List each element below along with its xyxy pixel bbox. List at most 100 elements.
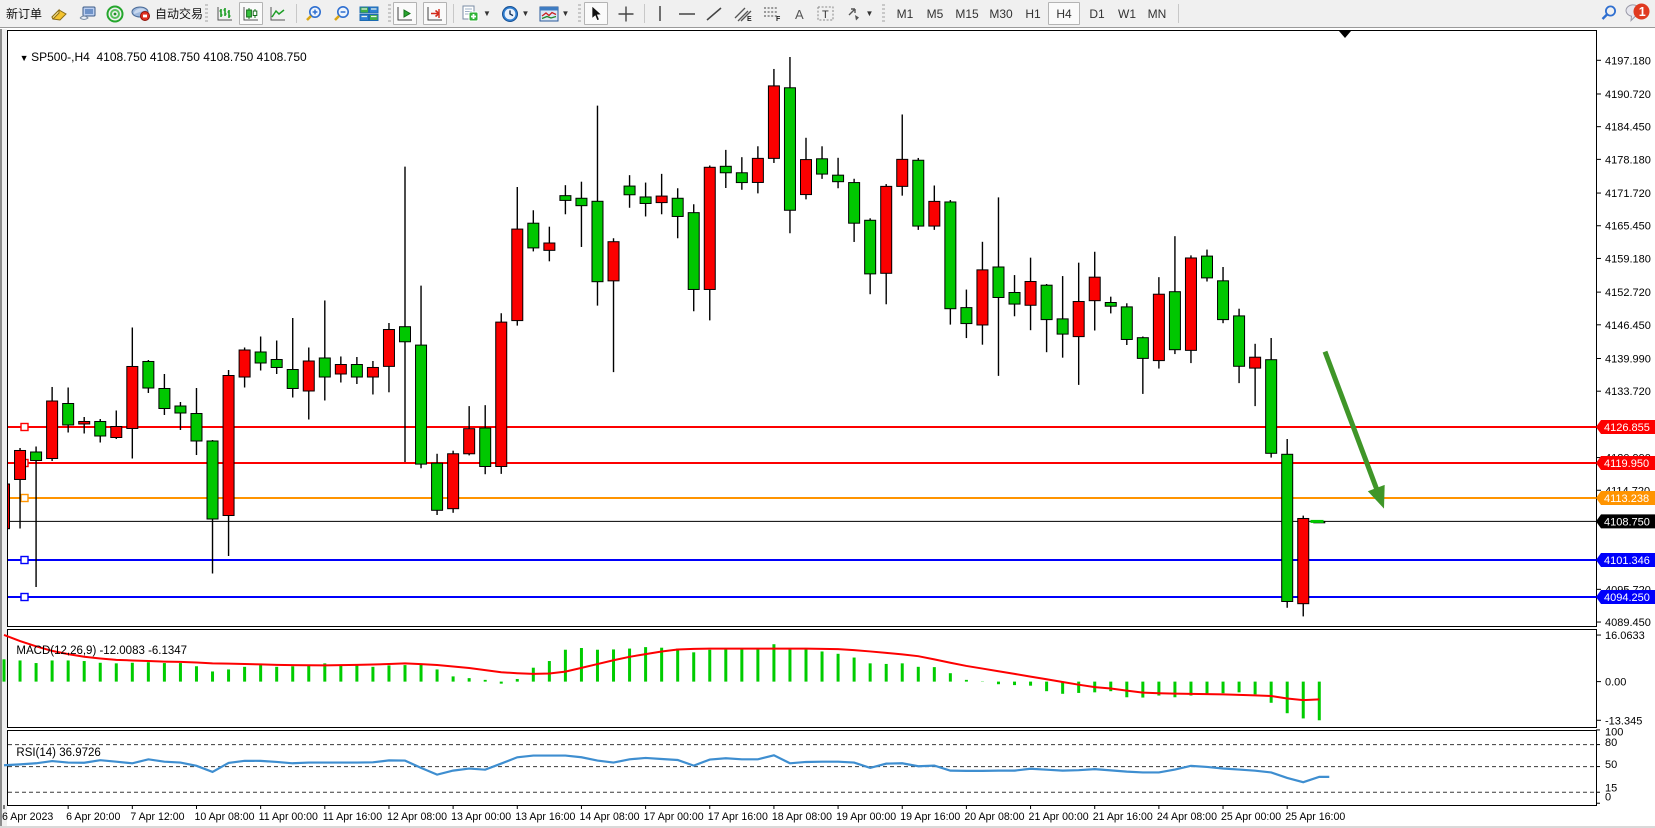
- candle-50[interactable]: [800, 137, 812, 200]
- notifications-button[interactable]: 1: [1622, 2, 1652, 25]
- candle-31[interactable]: [495, 313, 508, 474]
- trend-arrow-line[interactable]: [1322, 350, 1382, 497]
- candle-22[interactable]: [350, 356, 363, 385]
- candle-74[interactable]: [1184, 255, 1197, 364]
- candle-24[interactable]: [382, 322, 395, 393]
- candle-36[interactable]: [575, 181, 588, 247]
- horizontal-line-button[interactable]: [675, 2, 699, 25]
- candle-47[interactable]: [751, 146, 764, 194]
- tf-d1-button[interactable]: D1: [1082, 2, 1112, 25]
- candle-11[interactable]: [174, 401, 187, 430]
- new-order-button[interactable]: 新订单: [3, 2, 45, 25]
- level-anchor-4094.250[interactable]: [20, 592, 29, 602]
- candle-29[interactable]: [463, 406, 476, 456]
- candle-34[interactable]: [543, 226, 556, 262]
- candle-3[interactable]: [46, 386, 59, 462]
- tf-m30-button[interactable]: M30: [984, 2, 1018, 25]
- trend-arrow-head[interactable]: [1367, 484, 1385, 509]
- candle-23[interactable]: [366, 361, 379, 395]
- tf-h4-button[interactable]: H4: [1048, 2, 1080, 25]
- candle-60[interactable]: [960, 289, 973, 339]
- candle-68[interactable]: [1088, 251, 1101, 331]
- data-window-icon[interactable]: [76, 2, 98, 25]
- candle-81[interactable]: [1297, 515, 1310, 617]
- candle-1[interactable]: [14, 447, 27, 529]
- search-button[interactable]: [1596, 2, 1620, 25]
- candle-78[interactable]: [1249, 343, 1262, 407]
- indicators-button[interactable]: ▼: [458, 2, 494, 25]
- candle-53[interactable]: [848, 178, 861, 242]
- candle-70[interactable]: [1120, 303, 1133, 345]
- candle-2[interactable]: [30, 446, 43, 587]
- candle-10[interactable]: [158, 373, 171, 415]
- candle-40[interactable]: [639, 182, 652, 217]
- periods-button[interactable]: ▼: [497, 2, 533, 25]
- candle-72[interactable]: [1152, 277, 1165, 369]
- candle-43[interactable]: [687, 204, 700, 312]
- candle-16[interactable]: [254, 336, 267, 371]
- candle-46[interactable]: [735, 157, 748, 190]
- candle-26[interactable]: [415, 285, 428, 469]
- text-button[interactable]: A: [788, 2, 810, 25]
- candle-25[interactable]: [399, 166, 411, 463]
- candle-56[interactable]: [896, 114, 909, 196]
- autotrading-button[interactable]: 自动交易: [128, 2, 206, 25]
- candle-48[interactable]: [767, 68, 780, 163]
- candle-44[interactable]: [703, 165, 716, 321]
- candle-13[interactable]: [206, 440, 219, 574]
- candle-61[interactable]: [976, 241, 989, 345]
- candle-20[interactable]: [318, 300, 331, 401]
- candle-12[interactable]: [190, 388, 203, 456]
- candle-30[interactable]: [479, 405, 492, 475]
- level-anchor-4101.346[interactable]: [20, 555, 29, 565]
- candle-79[interactable]: [1265, 338, 1278, 458]
- tf-m15-button[interactable]: M15: [950, 2, 984, 25]
- text-label-button[interactable]: T: [812, 2, 838, 25]
- candle-41[interactable]: [655, 173, 668, 215]
- candle-4[interactable]: [62, 387, 75, 433]
- candle-75[interactable]: [1201, 249, 1213, 282]
- channel-button[interactable]: E: [730, 2, 756, 25]
- candle-21[interactable]: [334, 356, 347, 383]
- fibonacci-button[interactable]: F: [759, 2, 785, 25]
- tf-m1-button[interactable]: M1: [890, 2, 920, 25]
- chart-line-button[interactable]: [266, 2, 290, 25]
- candle-64[interactable]: [1024, 257, 1037, 331]
- candle-6[interactable]: [94, 418, 107, 443]
- candle-71[interactable]: [1136, 336, 1149, 394]
- tf-mn-button[interactable]: MN: [1142, 2, 1172, 25]
- trendline-button[interactable]: [702, 2, 726, 25]
- crosshair-button[interactable]: [613, 2, 639, 25]
- candle-59[interactable]: [944, 199, 957, 325]
- candle-19[interactable]: [302, 347, 315, 420]
- candle-80[interactable]: [1281, 439, 1294, 608]
- candle-76[interactable]: [1217, 266, 1230, 324]
- candle-49[interactable]: [783, 56, 796, 234]
- candle-63[interactable]: [1008, 275, 1021, 317]
- candle-32[interactable]: [511, 187, 524, 326]
- zoom-out-button[interactable]: [329, 2, 353, 25]
- candle-17[interactable]: [270, 340, 283, 374]
- signals-icon[interactable]: [104, 2, 126, 25]
- tf-h1-button[interactable]: H1: [1018, 2, 1048, 25]
- chart-shift-button[interactable]: [393, 2, 417, 25]
- candle-33[interactable]: [527, 210, 540, 252]
- candle-58[interactable]: [928, 185, 941, 230]
- candle-15[interactable]: [238, 347, 251, 388]
- candle-14[interactable]: [222, 369, 235, 557]
- candle-52[interactable]: [832, 157, 845, 189]
- candle-18[interactable]: [286, 317, 299, 398]
- candle-54[interactable]: [864, 218, 877, 295]
- candle-27[interactable]: [431, 453, 444, 515]
- candle-57[interactable]: [912, 157, 925, 230]
- candle-66[interactable]: [1056, 276, 1069, 358]
- chart-bars-button[interactable]: [213, 2, 237, 25]
- vertical-line-button[interactable]: [649, 2, 671, 25]
- zoom-in-button[interactable]: [301, 2, 325, 25]
- tf-w1-button[interactable]: W1: [1112, 2, 1142, 25]
- chart-candles-button[interactable]: [239, 2, 263, 25]
- candle-45[interactable]: [719, 149, 732, 188]
- candle-9[interactable]: [142, 360, 155, 393]
- market-watch-icon[interactable]: [48, 2, 70, 25]
